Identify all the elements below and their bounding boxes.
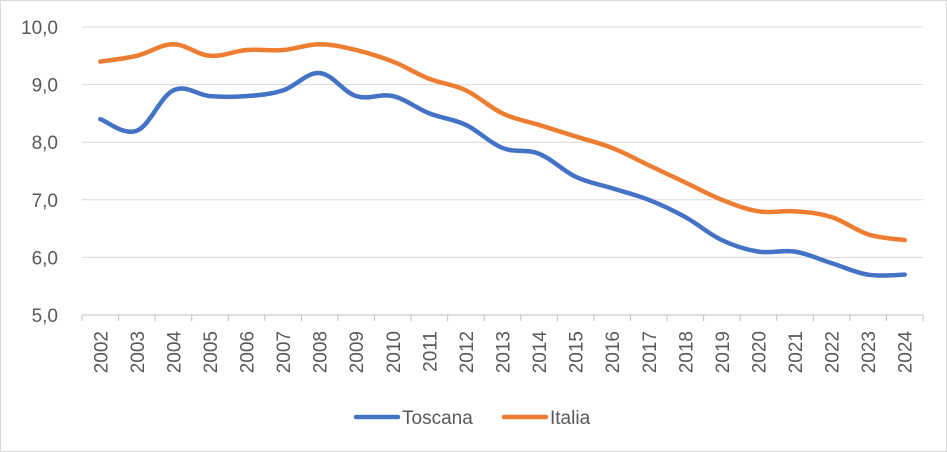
y-tick-label: 8,0 [32, 133, 58, 154]
legend-label-toscana: Toscana [402, 408, 473, 429]
x-tick-label: 2024 [896, 331, 917, 374]
x-tick-label: 2014 [530, 331, 551, 374]
x-tick-label: 2003 [128, 331, 149, 373]
x-tick-label: 2007 [274, 331, 295, 373]
y-tick-label: 7,0 [32, 191, 58, 212]
x-tick-label: 2004 [164, 331, 185, 374]
x-tick-label: 2017 [640, 331, 661, 373]
legend: Toscana Italia [353, 408, 591, 429]
x-tick-label: 2019 [713, 331, 734, 373]
x-tick-label: 2022 [823, 331, 844, 373]
x-tick-label: 2020 [749, 331, 770, 373]
series-lines [98, 42, 907, 278]
x-axis [81, 314, 924, 321]
y-axis-ticks: 5,0 6,0 7,0 8,0 9,0 10,0 [21, 18, 58, 327]
x-axis-ticks: 2002 2003 2004 2005 2006 2007 2008 2009 2010 2011… [91, 331, 916, 374]
x-tick-label: 2015 [567, 331, 588, 373]
y-tick-label: 5,0 [32, 306, 58, 327]
series-line-toscana [98, 70, 907, 278]
x-tick-label: 2006 [238, 331, 259, 373]
x-tick-label: 2002 [91, 331, 112, 373]
x-tick-label: 2023 [859, 331, 880, 373]
legend-label-italia: Italia [550, 408, 591, 429]
x-tick-label: 2013 [494, 331, 515, 373]
x-tick-label: 2011 [420, 331, 441, 372]
y-tick-label: 9,0 [32, 76, 58, 97]
x-tick-label: 2005 [201, 331, 222, 373]
gridlines [82, 26, 923, 258]
x-tick-label: 2016 [603, 331, 624, 373]
x-tick-label: 2008 [311, 331, 332, 373]
x-tick-label: 2010 [384, 331, 405, 373]
x-tick-label: 2021 [786, 331, 807, 373]
x-tick-label: 2012 [457, 331, 478, 373]
x-tick-label: 2018 [676, 331, 697, 373]
y-tick-label: 6,0 [32, 248, 58, 269]
y-tick-label: 10,0 [21, 18, 58, 39]
series-line-italia [98, 42, 907, 243]
x-tick-label: 2009 [347, 331, 368, 373]
